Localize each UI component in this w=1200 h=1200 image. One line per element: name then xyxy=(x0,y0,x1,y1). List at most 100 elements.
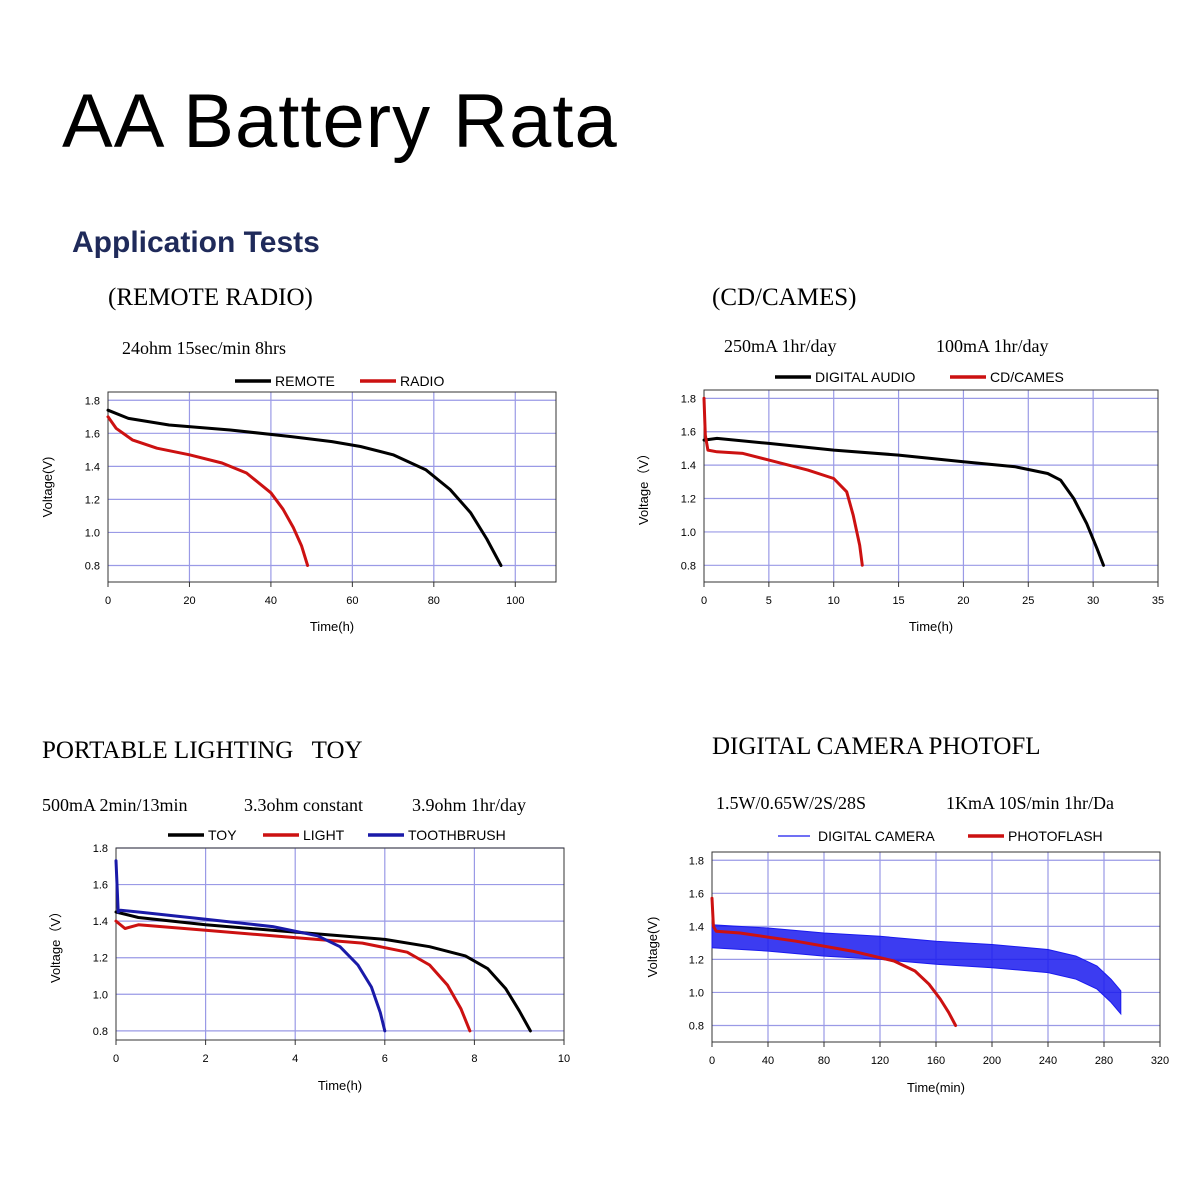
x-tick-label: 120 xyxy=(871,1055,889,1067)
chart-3: 0 2 4 6 8 10 0.8 1.0 1.2 1.4 1.6 1.8 Time(h) Voltage（… xyxy=(48,827,570,1093)
panel-4-heading: DIGITAL CAMERA PHOTOFL xyxy=(712,733,1041,760)
panel-2-note-2: 100mA 1hr/day xyxy=(936,336,1049,356)
x-tick-label: 25 xyxy=(1022,595,1034,607)
page-title: AA Battery Rata xyxy=(62,79,618,164)
section-subtitle: Application Tests xyxy=(72,226,320,259)
panel-3-heading: PORTABLE LIGHTING TOY xyxy=(42,737,363,764)
panel-1-heading: (REMOTE RADIO) xyxy=(108,284,313,311)
x-tick-label: 200 xyxy=(983,1055,1001,1067)
y-tick-label: 1.6 xyxy=(681,427,696,439)
panel-2-note-1: 250mA 1hr/day xyxy=(724,336,837,356)
legend-label: DIGITAL AUDIO xyxy=(815,369,915,385)
panel-3-note-2: 3.3ohm constant xyxy=(244,795,363,815)
series-line-digital-audio xyxy=(702,436,1105,567)
series-band-digital-camera xyxy=(711,924,1122,1016)
series-line-toothbrush xyxy=(114,859,387,1033)
x-tick-label: 320 xyxy=(1151,1055,1169,1067)
y-axis-label: Voltage(V) xyxy=(645,917,660,978)
y-tick-label: 1.4 xyxy=(689,921,704,933)
plot-frame xyxy=(115,847,565,1041)
y-tick-label: 1.2 xyxy=(85,494,100,506)
y-tick-label: 1.4 xyxy=(681,460,696,472)
x-tick-label: 240 xyxy=(1039,1055,1057,1067)
series-line-light xyxy=(114,919,472,1033)
series-line-photoflash xyxy=(710,896,958,1027)
x-axis-label: Time(h) xyxy=(909,619,953,634)
panel-2-heading: (CD/CAMES) xyxy=(712,284,857,311)
legend-label: CD/CAMES xyxy=(990,369,1064,385)
y-tick-label: 1.6 xyxy=(85,428,100,440)
chart-2: 0 5 10 15 20 25 30 35 0.8 1.0 1.2 1.4 1.6 1.8 Time(h) V… xyxy=(636,369,1164,634)
panel-4-note-2: 1KmA 10S/min 1hr/Da xyxy=(946,793,1115,813)
x-tick-label: 0 xyxy=(701,595,707,607)
y-tick-label: 1.0 xyxy=(93,989,108,1001)
x-tick-label: 280 xyxy=(1095,1055,1113,1067)
series-line-radio xyxy=(106,415,310,567)
chart-4: 0 40 80 120 160 200 240 280 320 0.8 1.0 1.2 1.4 1.6 1.… xyxy=(645,828,1169,1095)
x-axis-label: Time(h) xyxy=(310,619,354,634)
y-tick-label: 1.8 xyxy=(689,855,704,867)
y-axis-label: Voltage(V) xyxy=(40,457,55,518)
legend-label: LIGHT xyxy=(303,827,345,843)
y-tick-label: 1.8 xyxy=(93,843,108,855)
x-tick-label: 40 xyxy=(265,595,277,607)
y-tick-label: 1.8 xyxy=(681,393,696,405)
x-tick-label: 10 xyxy=(558,1053,570,1065)
y-tick-label: 1.2 xyxy=(681,494,696,506)
x-tick-label: 10 xyxy=(828,595,840,607)
series-line-cd-cames xyxy=(702,396,864,567)
y-tick-label: 1.6 xyxy=(93,880,108,892)
y-tick-label: 1.2 xyxy=(689,954,704,966)
series-line-toy xyxy=(114,910,532,1033)
legend-label: REMOTE xyxy=(275,373,335,389)
x-tick-label: 80 xyxy=(818,1055,830,1067)
x-tick-label: 0 xyxy=(709,1055,715,1067)
panel-3-note-1: 500mA 2min/13min xyxy=(42,795,188,815)
x-axis-label: Time(min) xyxy=(907,1080,965,1095)
legend-label: TOY xyxy=(208,827,237,843)
panel-4-note-1: 1.5W/0.65W/2S/28S xyxy=(716,793,867,813)
y-tick-label: 0.8 xyxy=(689,1020,704,1032)
x-tick-label: 2 xyxy=(203,1053,209,1065)
chart-1: 0 20 40 60 80 100 0.8 1.0 1.2 1.4 1.6 1.8 Time(h) Vol… xyxy=(40,373,557,634)
legend-label: DIGITAL CAMERA xyxy=(818,828,935,844)
x-tick-label: 20 xyxy=(183,595,195,607)
y-tick-label: 1.4 xyxy=(93,916,108,928)
x-tick-label: 30 xyxy=(1087,595,1099,607)
x-axis-label: Time(h) xyxy=(318,1078,362,1093)
legend-label: PHOTOFLASH xyxy=(1008,828,1103,844)
x-tick-label: 80 xyxy=(428,595,440,607)
y-tick-label: 1.2 xyxy=(93,953,108,965)
x-tick-label: 0 xyxy=(105,595,111,607)
y-tick-label: 1.0 xyxy=(681,527,696,539)
series-line-remote xyxy=(106,408,503,567)
y-axis-label: Voltage（V） xyxy=(636,447,651,525)
y-tick-label: 1.0 xyxy=(85,527,100,539)
y-tick-label: 1.0 xyxy=(689,987,704,999)
x-tick-label: 5 xyxy=(766,595,772,607)
x-tick-label: 60 xyxy=(346,595,358,607)
x-tick-label: 15 xyxy=(892,595,904,607)
y-tick-label: 1.6 xyxy=(689,888,704,900)
legend-label: TOOTHBRUSH xyxy=(408,827,506,843)
plot-frame xyxy=(711,851,1161,1043)
x-tick-label: 6 xyxy=(382,1053,388,1065)
y-tick-label: 1.4 xyxy=(85,461,100,473)
x-tick-label: 20 xyxy=(957,595,969,607)
panel-1-note-1: 24ohm 15sec/min 8hrs xyxy=(122,338,286,358)
panel-3-note-3: 3.9ohm 1hr/day xyxy=(412,795,526,815)
x-tick-label: 8 xyxy=(471,1053,477,1065)
legend-label: RADIO xyxy=(400,373,444,389)
x-tick-label: 100 xyxy=(506,595,524,607)
x-tick-label: 0 xyxy=(113,1053,119,1065)
y-tick-label: 0.8 xyxy=(681,560,696,572)
x-tick-label: 40 xyxy=(762,1055,774,1067)
x-tick-label: 4 xyxy=(292,1053,298,1065)
y-tick-label: 0.8 xyxy=(93,1026,108,1038)
y-tick-label: 0.8 xyxy=(85,560,100,572)
x-tick-label: 160 xyxy=(927,1055,945,1067)
plot-frame xyxy=(107,391,557,583)
plot-frame xyxy=(703,389,1159,583)
x-tick-label: 35 xyxy=(1152,595,1164,607)
